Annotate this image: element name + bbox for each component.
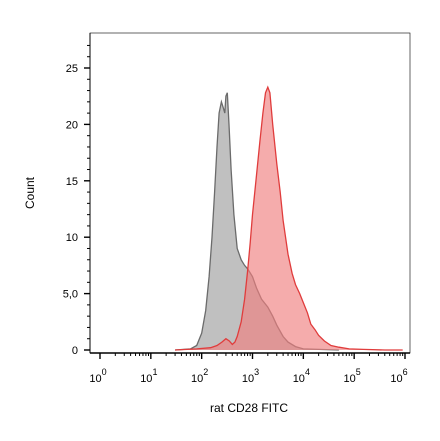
x-tick-label: 102: [191, 367, 208, 385]
x-tick-label: 104: [293, 367, 310, 385]
x-tick-label: 105: [344, 367, 361, 385]
y-tick-labels: 0 5,0 10 15 20 25: [63, 63, 78, 357]
y-tick-label: 20: [66, 119, 78, 131]
series-layer: [175, 85, 403, 351]
x-tick-label: 100: [89, 367, 106, 385]
y-tick-label: 0: [72, 345, 78, 357]
y-tick-label: 5,0: [63, 289, 78, 301]
series-1-line: [175, 85, 403, 351]
x-axis-title: rat CD28 FITC: [210, 401, 288, 415]
x-tick-label: 106: [390, 367, 407, 385]
y-tick-label: 25: [66, 63, 78, 75]
y-tick-label: 15: [66, 176, 78, 188]
x-tick-labels: 100 101 102 103 104 105 106: [89, 367, 407, 385]
series-0-area: [175, 92, 339, 351]
y-axis-title: Count: [23, 176, 37, 209]
series-1-area: [175, 87, 403, 350]
axis-layer: [84, 33, 410, 359]
x-tick-label: 101: [140, 367, 157, 385]
y-tick-label: 10: [66, 232, 78, 244]
x-tick-label: 103: [242, 367, 259, 385]
